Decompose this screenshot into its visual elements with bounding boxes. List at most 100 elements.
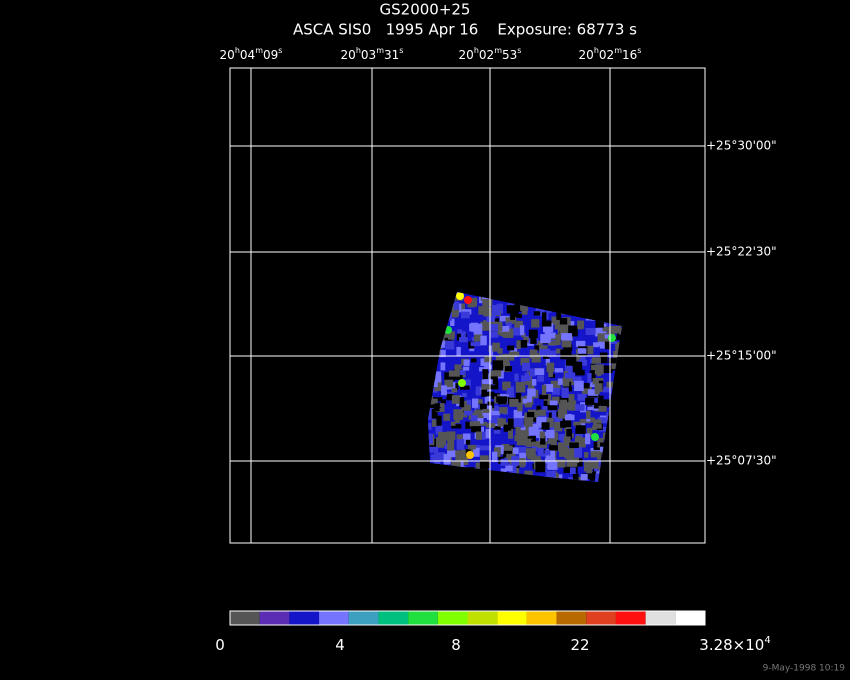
image-pixel — [513, 409, 523, 421]
image-pixel — [507, 345, 515, 351]
image-pixel — [566, 354, 577, 366]
image-pixel — [456, 439, 465, 450]
image-pixel — [516, 434, 528, 446]
image-pixel — [586, 467, 593, 474]
image-pixel — [460, 449, 469, 455]
image-pixel — [594, 464, 605, 471]
image-pixel — [462, 392, 467, 398]
image-pixel — [531, 454, 537, 461]
image-pixel — [573, 421, 581, 426]
image-pixel — [539, 394, 549, 400]
colorbar-cell — [408, 611, 438, 625]
image-pixel — [585, 397, 595, 405]
superscript: 4 — [764, 635, 770, 646]
image-pixel — [592, 377, 604, 385]
image-pixel — [434, 380, 442, 392]
image-pixel — [492, 342, 500, 352]
image-pixel — [575, 340, 586, 347]
image-pixel — [541, 384, 547, 396]
colorbar-cell — [259, 611, 290, 625]
image-pixel — [481, 389, 488, 397]
image-pixel — [502, 381, 511, 389]
image-pixel — [568, 447, 575, 459]
label-part: 31 — [384, 48, 399, 62]
image-pixel — [461, 404, 471, 411]
image-pixel — [581, 385, 593, 395]
colorbar-cell — [348, 611, 379, 625]
image-pixel — [592, 423, 602, 429]
image-pixel — [507, 418, 519, 429]
image-pixel — [583, 461, 589, 472]
label-part: 22 — [570, 636, 589, 654]
image-pixel — [461, 453, 469, 465]
image-pixel — [467, 444, 476, 450]
colorbar-cell — [586, 611, 616, 625]
image-pixel — [585, 433, 591, 445]
image-pixel — [456, 434, 463, 442]
image-pixel — [546, 429, 555, 439]
image-pixel — [547, 350, 557, 358]
image-pixel — [474, 444, 481, 451]
image-pixel — [485, 428, 491, 439]
image-pixel — [603, 399, 614, 408]
image-pixel — [564, 414, 575, 421]
image-pixel — [564, 372, 576, 379]
image-pixel — [486, 412, 492, 420]
image-pixel — [560, 349, 570, 360]
colorbar-label: 0 — [215, 636, 225, 654]
image-pixel — [480, 445, 492, 451]
image-pixel — [487, 401, 495, 409]
image-pixel — [531, 441, 538, 452]
image-pixel — [536, 417, 547, 428]
image-pixel — [544, 384, 554, 392]
colorbar-frame — [229, 610, 706, 626]
image-pixel — [546, 362, 555, 373]
image-pixel — [563, 466, 570, 474]
image-pixel — [602, 326, 614, 332]
image-pixel — [467, 302, 475, 308]
image-pixel — [469, 421, 481, 427]
image-pixel — [603, 365, 613, 374]
image-pixel — [602, 386, 613, 393]
image-pixel — [433, 403, 440, 412]
image-pixel — [560, 420, 566, 428]
image-pixel — [446, 431, 456, 441]
superscript: h — [356, 46, 361, 55]
label-part: 0 — [215, 636, 225, 654]
image-hotspot — [591, 433, 599, 441]
image-pixel — [480, 335, 487, 346]
image-pixel — [499, 325, 510, 332]
image-pixel — [491, 410, 501, 416]
image-pixel — [528, 329, 538, 339]
image-pixel — [481, 379, 490, 390]
image-pixel — [492, 451, 498, 463]
image-pixel — [450, 318, 455, 326]
image-pixel — [539, 348, 551, 356]
image-pixel — [513, 418, 524, 428]
image-pixel — [546, 470, 556, 478]
image-pixel — [593, 342, 600, 348]
image-pixel — [517, 402, 523, 412]
image-pixel — [533, 311, 541, 316]
image-pixel — [575, 404, 585, 411]
image-pixel — [469, 323, 474, 332]
image-pixel — [489, 323, 498, 331]
image-pixel — [554, 368, 564, 373]
image-pixel — [530, 335, 537, 344]
image-pixel — [537, 409, 546, 416]
image-pixel — [543, 323, 554, 333]
image-pixel — [514, 373, 519, 382]
image-pixel — [572, 473, 579, 482]
image-pixel — [523, 438, 533, 446]
image-pixel — [525, 448, 536, 457]
image-pixel — [436, 415, 442, 426]
image-pixel — [594, 383, 603, 391]
image-pixel — [597, 324, 607, 334]
image-pixel — [440, 399, 446, 404]
image-pixel — [531, 441, 542, 446]
superscript: m — [614, 46, 622, 55]
image-pixel — [591, 364, 597, 371]
image-pixel — [535, 461, 546, 473]
colorbar-cell — [526, 611, 557, 625]
image-pixel — [586, 427, 593, 437]
